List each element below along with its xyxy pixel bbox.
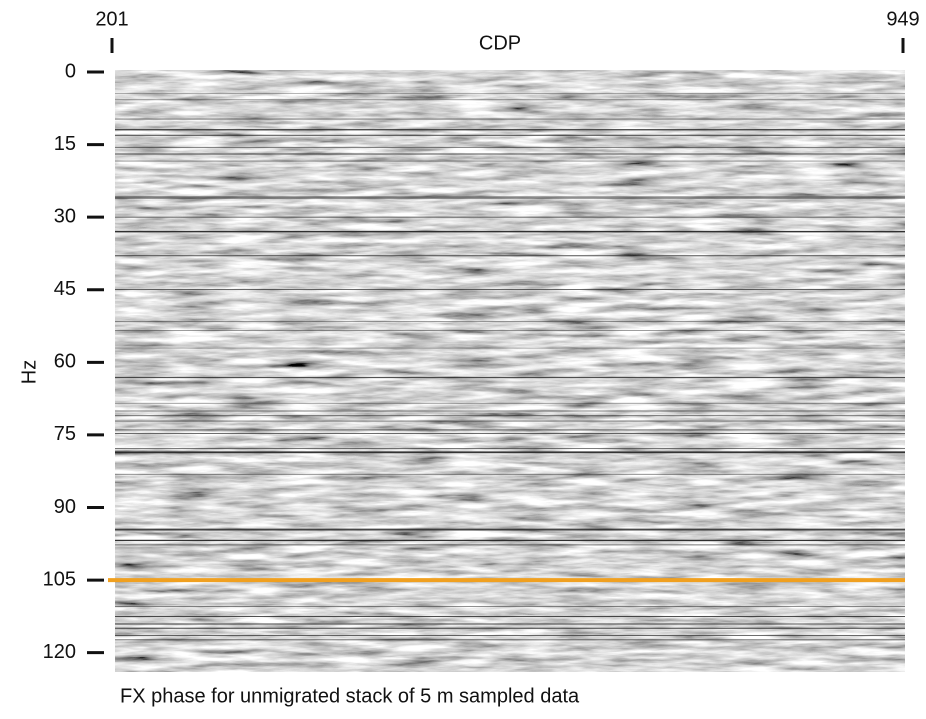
y-tick-label: 45 — [54, 278, 76, 300]
y-tick-label: 120 — [43, 641, 76, 663]
y-axis-label: Hz — [18, 360, 40, 384]
caption: FX phase for unmigrated stack of 5 m sam… — [120, 685, 580, 707]
y-tick-label: 75 — [54, 423, 76, 445]
image-streaks — [115, 93, 905, 641]
y-tick-label: 15 — [54, 133, 76, 155]
x-tick-label: 949 — [886, 8, 919, 30]
y-tick-label: 30 — [54, 205, 76, 227]
seismic-image — [115, 70, 905, 672]
y-tick-label: 90 — [54, 496, 76, 518]
y-tick-label: 60 — [54, 351, 76, 373]
y-tick-label: 0 — [65, 60, 76, 82]
y-tick-label: 105 — [43, 568, 76, 590]
x-axis-label: CDP — [479, 32, 521, 54]
x-tick-label: 201 — [95, 8, 128, 30]
